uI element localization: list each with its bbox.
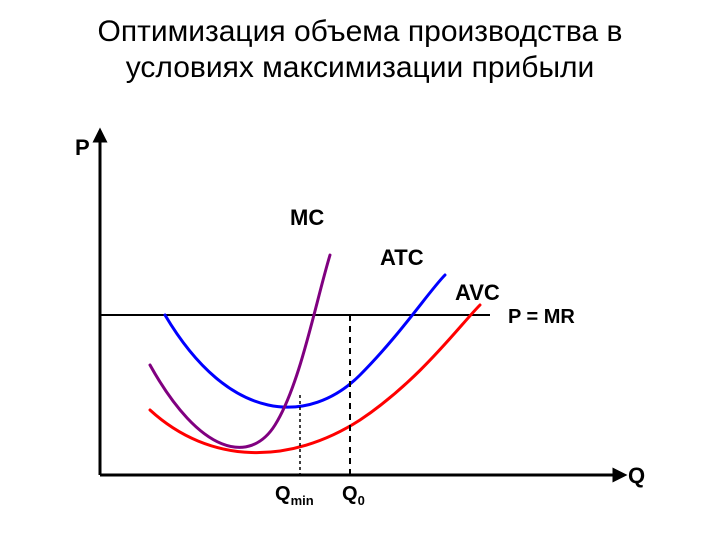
y-axis-label: P	[75, 135, 90, 160]
title-line2: условиях максимизации прибыли	[0, 50, 720, 86]
mc-curve	[150, 255, 330, 447]
price-line-label: P = MR	[508, 306, 575, 328]
mc-label: MC	[290, 205, 324, 230]
avc-label: AVC	[455, 280, 500, 305]
cost-curves-chart: P Q P = MR MC ATC AVC Qmin Q0	[60, 125, 660, 525]
x-axis-label: Q	[628, 463, 645, 488]
q0-label: Q0	[342, 483, 365, 508]
chart-container: P Q P = MR MC ATC AVC Qmin Q0	[60, 125, 660, 525]
qmin-label: Qmin	[275, 483, 314, 508]
atc-label: ATC	[380, 245, 424, 270]
title-line1: Оптимизация объема производства в	[0, 14, 720, 50]
page-title: Оптимизация объема производства в услови…	[0, 14, 720, 86]
